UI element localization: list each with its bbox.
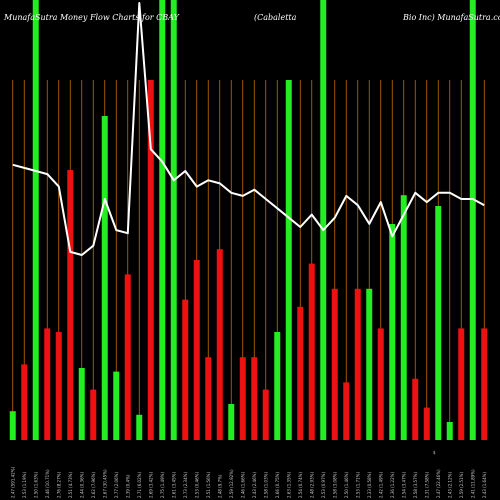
flow-bar [458, 328, 465, 440]
x-tick-label: 2.59 (12.92%) [229, 469, 234, 498]
x-tick-label: 2.41 (11.89%) [470, 469, 475, 498]
flow-bar [366, 288, 373, 440]
x-tick-label: 2.31 (7.58%) [424, 472, 429, 498]
flow-bar [308, 263, 315, 440]
flow-bar [216, 249, 223, 440]
flow-bar [193, 260, 200, 440]
flow-bar [320, 0, 327, 440]
flow-bar [389, 224, 396, 440]
flow-bar [90, 389, 97, 440]
flow-bar [423, 407, 430, 440]
flow-bar [297, 306, 304, 440]
flow-bar [55, 332, 62, 440]
flow-bar [44, 328, 51, 440]
flow-bar [435, 206, 442, 440]
flow-bar [159, 0, 166, 440]
x-tick-label: 2.67 (30.45%) [102, 469, 107, 498]
flow-bar [285, 80, 292, 440]
tick-layer: 2.47 (591.42%) 2.53 (1.19%) 2.50 (1.63%) 2.… [10, 466, 487, 498]
x-tick-label: 2.63 (1.35%) [286, 472, 291, 498]
x-tick-label: 2.50 (1.46%) [344, 472, 349, 498]
x-tick-label: 2.59 (2.51%) [459, 472, 464, 498]
x-tick-label: 2.48 (9.7%) [217, 474, 222, 498]
x-tick-label: 2.62 (7.96%) [91, 472, 96, 498]
flow-bar [377, 328, 384, 440]
x-tick-label: 2.53 (1.71%) [355, 472, 360, 498]
chart-title-right: Bio Inc) MunafaSutra.com [402, 13, 500, 22]
flow-bar [124, 274, 131, 440]
flow-bar [343, 382, 350, 440]
x-tick-label: 2.73 (2.34%) [183, 472, 188, 498]
x-tick-label: 2.43 (1.64%) [482, 472, 487, 498]
x-tick-label: 2.33 (0.58%) [367, 472, 372, 498]
flow-bar [262, 389, 269, 440]
price-line [12, 2, 485, 256]
flow-bar [274, 332, 281, 440]
flow-bar [239, 357, 246, 440]
flow-bar [101, 116, 108, 440]
flow-bar [481, 328, 488, 440]
flow-bar [136, 414, 143, 440]
flow-bar [469, 0, 476, 440]
flow-bar [446, 422, 453, 440]
x-tick-label: 2.58 (3.08%) [332, 472, 337, 498]
flow-bar [67, 170, 74, 440]
flow-bar [205, 357, 212, 440]
flow-bar [147, 80, 154, 440]
x-tick-label: 2.46 (1.66%) [240, 472, 245, 498]
x-tick-label: 2.39 (0.4%) [125, 474, 130, 498]
x-tick-label: 2.61 (3.45%) [171, 472, 176, 498]
x-tick-label: 2.50 (1.63%) [33, 472, 38, 498]
x-tick-label: 2.75 (1.49%) [160, 472, 165, 498]
flow-bar [170, 0, 177, 440]
x-tick-label: 2.58 (1.03%) [263, 472, 268, 498]
bar-layer [9, 0, 488, 440]
x-tick-label: 2.43 (2.46%) [252, 472, 257, 498]
x-tick-label: 2.44 (0.36%) [79, 472, 84, 498]
x-tick-label: 2.71 (6.02%) [137, 472, 142, 498]
x-tick-label: 2.54 (0.74%) [298, 472, 303, 498]
x-tick-label: 2.47 (22.46%) [436, 469, 441, 498]
chart-title-middle: (Cabaletta [254, 13, 297, 22]
x-tick-label: 2.36 (1.22%) [390, 472, 395, 498]
x-tick-label: 2.53 (0.46%) [194, 472, 199, 498]
x-tick-label: 2.47 (591.42%) [10, 466, 15, 498]
x-tick-label: 2.58 (3.57%) [413, 472, 418, 498]
x-tick-label: 2.42 (1.49%) [378, 472, 383, 498]
x-tick-label: 2.53 (0.97%) [321, 472, 326, 498]
x-tick-label: 2.77 (2.06%) [114, 472, 119, 498]
flow-bar [9, 411, 16, 440]
flow-bar [251, 357, 258, 440]
flow-bar [21, 364, 28, 440]
flow-bar [400, 195, 407, 440]
flow-bar [32, 0, 39, 440]
flow-bar [331, 288, 338, 440]
x-tick-label: 2.54 (3.47%) [401, 472, 406, 498]
flow-bar [113, 371, 120, 440]
flow-bar [412, 378, 419, 440]
x-tick-label: 2.51 (4.73%) [68, 472, 73, 498]
line-layer [12, 2, 485, 256]
flow-bar [354, 288, 361, 440]
x-tick-label: 2.46 (10.71%) [45, 469, 50, 498]
x-tick-label: 2.66 (0.75%) [275, 472, 280, 498]
chart-title-left: MunafaSutra Money Flow Charts for CBAY [3, 13, 180, 22]
x-tick-label: 2.53 (1.19%) [22, 472, 27, 498]
x-tick-label: 2.51 (1.56%) [206, 472, 211, 498]
x-tick-label: 2.76 (8.27%) [56, 472, 61, 498]
x-tick-label: 2.48 (2.93%) [309, 472, 314, 498]
title-layer: MunafaSutra Money Flow Charts for CBAY (… [3, 13, 500, 22]
x-tick-label: 2.69 (3.42%) [148, 472, 153, 498]
flow-bar [228, 404, 235, 440]
flow-bar [182, 299, 189, 440]
x-tick-label: 2.43 (2.12%) [447, 472, 452, 498]
currency-marker: $ [433, 450, 436, 455]
flow-bar [78, 368, 85, 440]
